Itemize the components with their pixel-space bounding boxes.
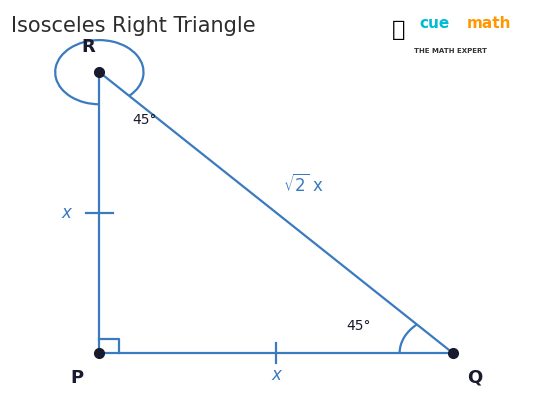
Text: $\sqrt{2}$ x: $\sqrt{2}$ x	[283, 173, 324, 196]
Text: cue: cue	[420, 16, 450, 31]
Text: THE MATH EXPERT: THE MATH EXPERT	[414, 48, 487, 54]
Text: 45°: 45°	[132, 113, 157, 127]
Text: 🚀: 🚀	[392, 20, 405, 40]
Text: x: x	[271, 366, 281, 384]
Text: 45°: 45°	[347, 319, 371, 333]
Text: R: R	[82, 38, 95, 56]
Text: x: x	[61, 204, 71, 221]
Text: math: math	[466, 16, 511, 31]
Text: Q: Q	[467, 369, 482, 387]
Text: P: P	[71, 369, 84, 387]
Text: Isosceles Right Triangle: Isosceles Right Triangle	[11, 16, 256, 36]
